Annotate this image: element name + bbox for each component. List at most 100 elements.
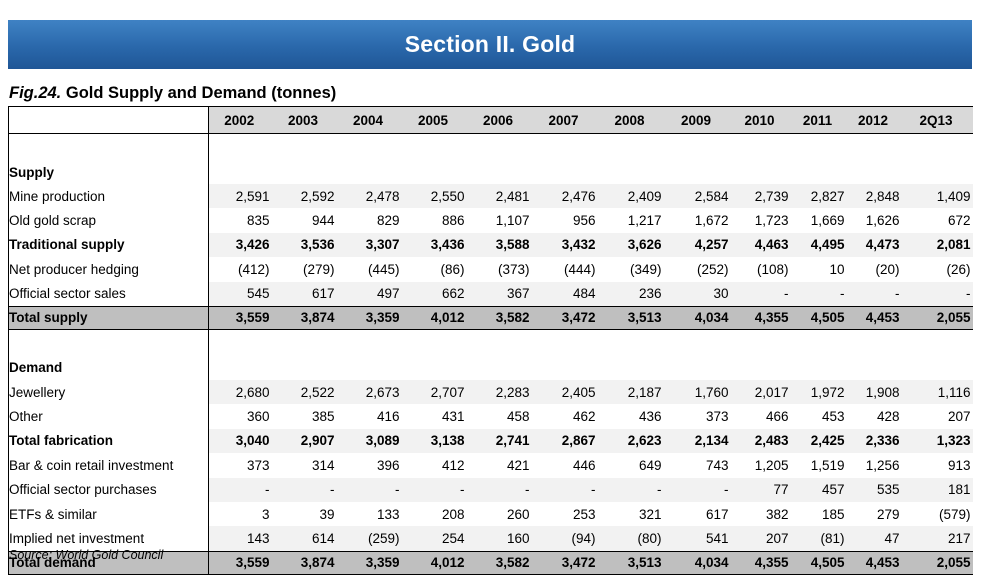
value-cell: 2,848 — [846, 184, 902, 209]
value-cell: 2,741 — [466, 428, 532, 454]
value-cell: (108) — [756, 261, 789, 277]
value-cell: 3,359 — [336, 550, 402, 575]
value-cell: 4,453 — [846, 305, 902, 330]
year-header: 2002 — [208, 106, 272, 134]
section-header-row: Supply — [8, 160, 973, 184]
value-cell: 207 — [947, 409, 971, 425]
spacer-cell — [8, 329, 209, 356]
value-cell: (20) — [875, 261, 900, 277]
year-header: 2007 — [531, 106, 598, 134]
value-cell: 207 — [730, 526, 791, 552]
value-cell: 886 — [441, 213, 465, 229]
year-header: 2008 — [597, 106, 664, 134]
value-cell: 484 — [531, 281, 598, 307]
value-cell: 453 — [821, 409, 845, 425]
spacer-cell — [208, 133, 973, 160]
value-cell: (259) — [336, 526, 402, 552]
value-cell: 3,874 — [271, 305, 337, 330]
row-label: Total supply — [8, 305, 209, 330]
value-cell: 314 — [311, 457, 335, 473]
value-cell: 3,089 — [336, 428, 402, 454]
value-cell: 4,034 — [663, 305, 731, 330]
value-cell: 143 — [208, 526, 272, 552]
value-cell: (279) — [302, 261, 335, 277]
value-cell: 3,582 — [466, 550, 532, 575]
row-net-producer-hedging: Net producer hedging (412) (279) (445) (86) (… — [8, 257, 973, 282]
section-header-fill — [209, 356, 973, 380]
value-cell: 39 — [319, 506, 335, 522]
year-header: 2012 — [846, 106, 902, 134]
value-cell: 4,355 — [730, 305, 791, 330]
figure-number: Fig.24. — [9, 84, 62, 102]
value-cell: 617 — [705, 506, 729, 522]
value-cell: 1,409 — [901, 184, 973, 209]
value-cell: 944 — [311, 213, 335, 229]
row-label: Traditional supply — [8, 232, 209, 258]
value-cell: 421 — [506, 457, 530, 473]
value-cell: 373 — [705, 409, 729, 425]
value-cell: 1,116 — [901, 379, 973, 405]
value-cell: 428 — [876, 409, 900, 425]
value-cell: 2,336 — [846, 428, 902, 454]
row-old-gold-scrap: Old gold scrap 835 944 829 886 1,107 956 1,217 1… — [8, 208, 973, 233]
value-cell: 497 — [336, 281, 402, 307]
value-cell: 185 — [821, 506, 845, 522]
value-cell: 3,588 — [466, 232, 532, 258]
value-cell: 2,081 — [901, 232, 973, 258]
value-cell: 4,505 — [790, 550, 847, 575]
row-implied-net-investment: Implied net investment 143 614 (259) 254 160(… — [8, 526, 973, 552]
value-cell: 160 — [466, 526, 532, 552]
value-cell: 2,707 — [401, 379, 467, 405]
value-cell: 1,972 — [790, 379, 847, 405]
row-total-supply: Total supply 3,559 3,874 3,359 4,012 3,582 3,4… — [8, 305, 973, 330]
value-cell: 3,582 — [466, 305, 532, 330]
section-banner: Section II. Gold — [8, 20, 972, 69]
figure-title: Gold Supply and Demand (tonnes) — [65, 84, 337, 102]
row-label: Official sector purchases — [8, 477, 209, 502]
value-cell: 4,355 — [730, 550, 791, 575]
section-header: Demand — [8, 355, 209, 380]
value-cell: 541 — [663, 526, 731, 552]
value-cell: 30 — [663, 281, 731, 307]
value-cell: - — [901, 281, 973, 307]
value-cell: 4,453 — [846, 550, 902, 575]
value-cell: 3,559 — [208, 305, 272, 330]
value-cell: 47 — [846, 526, 902, 552]
row-label: Bar & coin retail investment — [8, 453, 209, 478]
row-total-fabrication: Total fabrication 3,040 2,907 3,089 3,138 2,7… — [8, 428, 973, 454]
value-cell: 1,723 — [754, 213, 789, 229]
value-cell: 1,626 — [865, 213, 900, 229]
value-cell: 1,107 — [495, 213, 530, 229]
row-label: Old gold scrap — [8, 208, 209, 233]
value-cell: 431 — [441, 409, 465, 425]
row-official-sector-purchases: Official sector purchases - - - - - - - -77 457 53… — [8, 477, 973, 502]
value-cell: 3,359 — [336, 305, 402, 330]
value-cell: (444) — [563, 261, 596, 277]
value-cell: - — [401, 477, 467, 502]
value-cell: 457 — [790, 477, 847, 502]
spacer-row — [8, 329, 973, 356]
value-cell: 3,472 — [531, 305, 598, 330]
value-cell: 1,760 — [663, 379, 731, 405]
value-cell: 3,536 — [271, 232, 337, 258]
year-header: 2010 — [730, 106, 791, 134]
value-cell: 4,463 — [730, 232, 791, 258]
value-cell: 2,017 — [730, 379, 791, 405]
value-cell: 436 — [638, 409, 662, 425]
value-cell: 10 — [829, 261, 845, 277]
value-cell: 4,034 — [663, 550, 731, 575]
value-cell: - — [663, 477, 731, 502]
value-cell: (80) — [597, 526, 664, 552]
value-cell: 181 — [901, 477, 973, 502]
value-cell: (579) — [938, 506, 971, 522]
year-header-row: 2002 2003 2004 2005 2006 2007 2008 2009 … — [8, 106, 973, 134]
year-header: 2006 — [466, 106, 532, 134]
value-cell: 458 — [506, 409, 530, 425]
value-cell: 649 — [638, 457, 662, 473]
value-cell: - — [597, 477, 664, 502]
value-cell: 1,669 — [810, 213, 845, 229]
value-cell: - — [208, 477, 272, 502]
value-cell: 835 — [246, 213, 270, 229]
value-cell: 3,307 — [336, 232, 402, 258]
row-label: Total fabrication — [8, 428, 209, 454]
